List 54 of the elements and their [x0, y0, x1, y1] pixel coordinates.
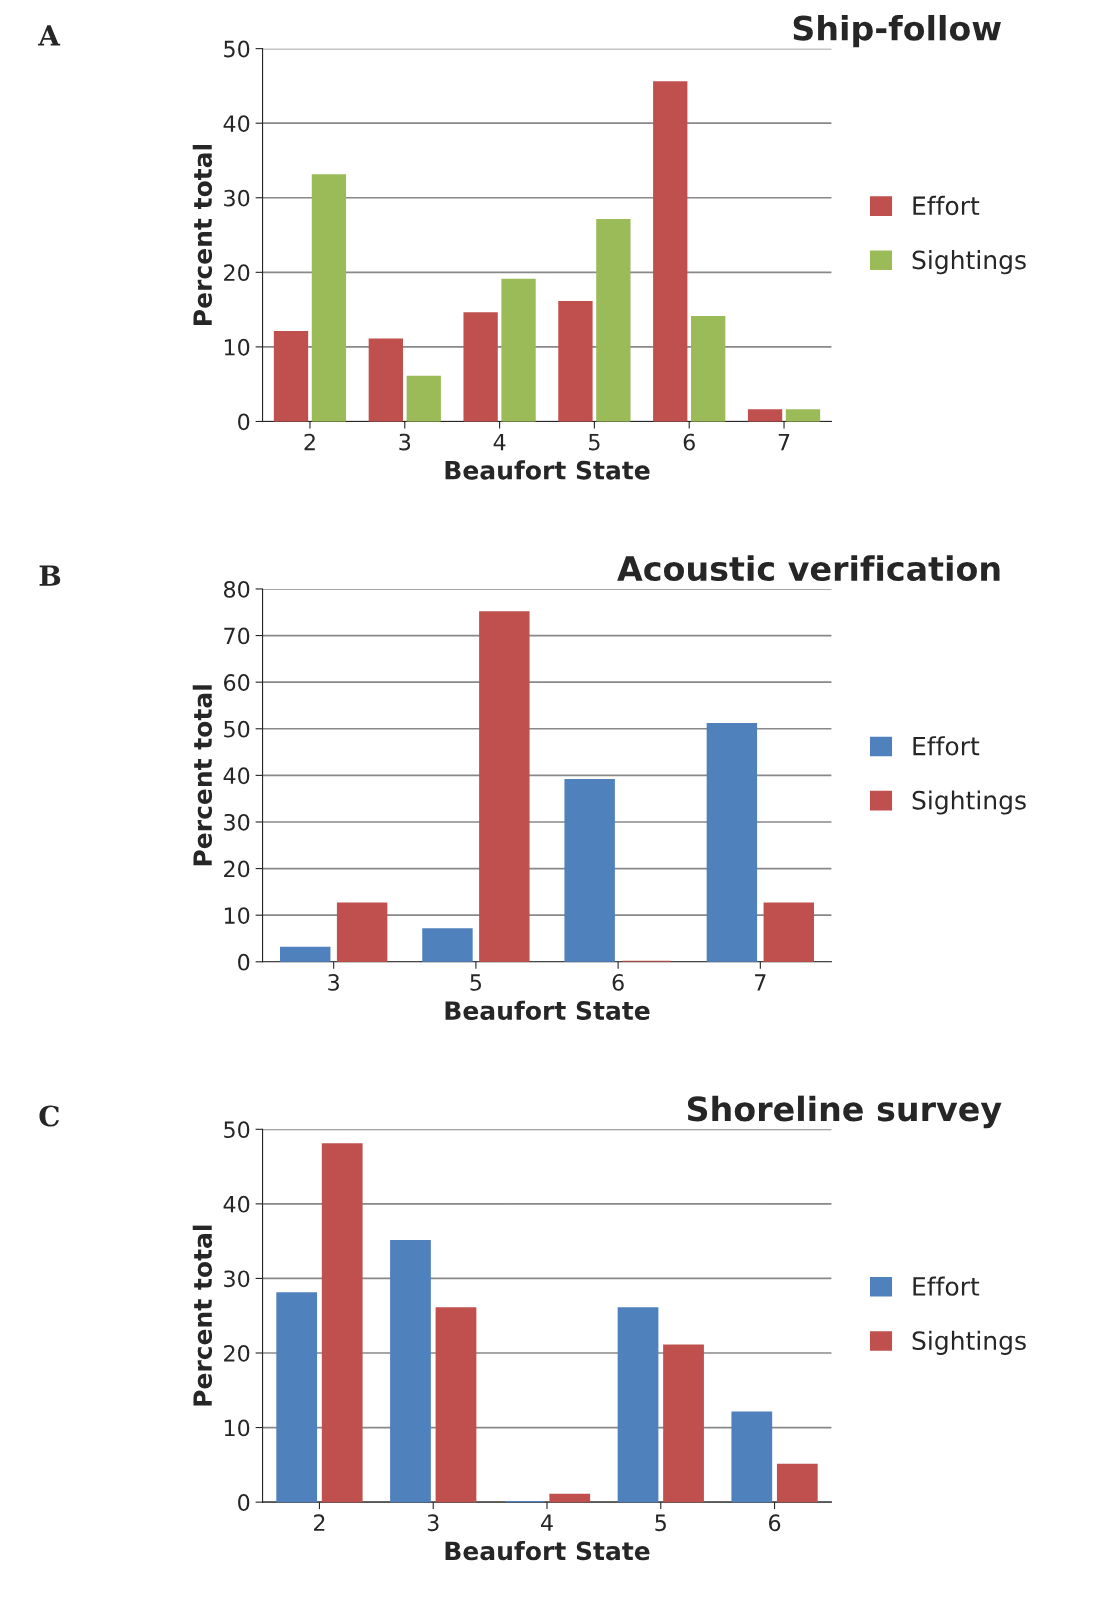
x-tick-label: 5: [589, 433, 600, 451]
x-tick-label: 6: [769, 1514, 781, 1532]
chart-title: Acoustic verification: [617, 555, 1000, 582]
y-tick-label: 60: [224, 674, 250, 691]
legend-label: Sightings: [912, 1330, 1026, 1355]
y-tick-label: 30: [224, 1270, 250, 1288]
y-tick-label: 20: [224, 264, 250, 282]
x-tick-label: 7: [778, 433, 790, 451]
y-tick-label: 20: [224, 1344, 250, 1362]
legend-label: Sightings: [912, 790, 1026, 815]
y-tick-label: 40: [223, 1195, 250, 1213]
y-tick-label: 70: [224, 627, 250, 645]
x-tick-label: 6: [612, 973, 624, 991]
x-tick-label: 3: [399, 433, 411, 451]
x-tick-label: 4: [493, 433, 506, 451]
legend-label: Effort: [913, 1276, 980, 1296]
legend-label: Effort: [913, 736, 980, 756]
x-tick-label: 3: [328, 973, 339, 991]
x-tick-label: 2: [304, 433, 315, 451]
x-tick-label: 4: [541, 1514, 553, 1531]
y-axis-title: Percent total: [192, 685, 213, 866]
y-tick-label: 50: [224, 1121, 250, 1139]
y-tick-label: 30: [224, 189, 250, 207]
y-tick-label: 50: [224, 720, 250, 738]
chart-title: Ship-follow: [793, 14, 1001, 48]
y-tick-label: 20: [224, 860, 250, 878]
y-tick-label: 10: [224, 907, 250, 924]
y-tick-label: 40: [223, 767, 250, 785]
text: C: [39, 1105, 59, 1127]
y-axis-title: Percent total: [192, 144, 213, 325]
x-tick-label: 5: [655, 1514, 666, 1532]
y-tick-label: 0: [238, 1494, 250, 1511]
chart-title: Shoreline survey: [687, 1095, 1002, 1129]
y-tick-label: 0: [238, 953, 250, 971]
y-tick-label: 40: [223, 115, 250, 132]
y-tick-label: 80: [223, 580, 250, 598]
x-axis-title: Beaufort State: [445, 1540, 650, 1561]
x-axis-title: Beaufort State: [445, 460, 650, 480]
x-tick-label: 7: [755, 974, 766, 991]
x-tick-label: 2: [314, 1514, 325, 1531]
y-tick-label: 10: [224, 1419, 250, 1437]
y-tick-label: 10: [224, 338, 250, 356]
x-tick-label: 6: [683, 433, 695, 451]
x-axis-title: Beaufort State: [445, 1000, 650, 1021]
y-tick-label: 50: [224, 40, 250, 58]
legend-label: Sightings: [912, 250, 1026, 275]
text: B: [39, 565, 61, 586]
y-axis-title: Percent total: [192, 1225, 213, 1406]
text: A: [38, 25, 61, 46]
y-tick-label: 30: [224, 813, 250, 831]
legend-label: Effort: [913, 195, 980, 216]
x-tick-label: 5: [470, 974, 482, 991]
x-tick-label: 3: [427, 1514, 439, 1532]
y-tick-label: 0: [238, 413, 250, 431]
